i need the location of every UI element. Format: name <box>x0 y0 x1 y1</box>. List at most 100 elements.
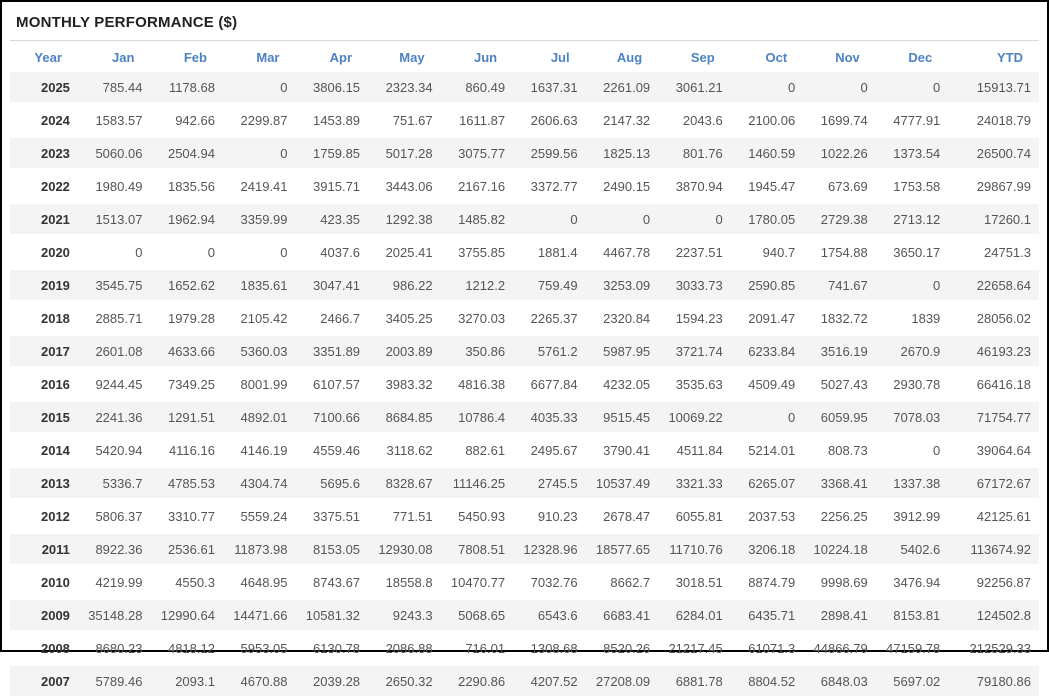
month-value-cell: 759.49 <box>513 268 586 303</box>
column-header-jul[interactable]: Jul <box>550 50 570 65</box>
month-value-cell: 8662.7 <box>585 565 659 600</box>
month-value-cell: 2590.85 <box>730 268 804 303</box>
year-cell: 2015 <box>10 400 78 435</box>
month-value-cell: 716.01 <box>440 631 514 666</box>
year-cell: 2011 <box>10 532 78 567</box>
table-row-2015: 2015 2241.36 1291.51 4892.01 7100.66 8684.85 1… <box>10 400 1039 435</box>
month-value-cell: 910.23 <box>513 499 586 534</box>
column-header-mar[interactable]: Mar <box>256 50 280 65</box>
month-value-cell: 1611.87 <box>440 103 514 138</box>
column-header-apr[interactable]: Apr <box>329 50 353 65</box>
month-value-cell: 8680.23 <box>77 631 151 666</box>
month-value-cell: 2745.5 <box>513 466 586 501</box>
month-value-cell: 3870.94 <box>658 169 731 204</box>
table-row-2007: 2007 5789.46 2093.1 4670.88 2039.28 2650.32 22… <box>10 664 1039 699</box>
month-value-cell: 3476.94 <box>875 565 949 600</box>
month-value-cell: 3033.73 <box>658 268 731 303</box>
month-value-cell: 5695.6 <box>295 466 369 501</box>
month-value-cell: 2147.32 <box>585 103 659 138</box>
month-value-cell: 1652.62 <box>150 268 223 303</box>
month-value-cell: 14471.66 <box>222 598 296 633</box>
month-value-cell: 8743.67 <box>295 565 369 600</box>
month-value-cell: 1291.51 <box>150 400 223 435</box>
month-value-cell: 6130.78 <box>295 631 369 666</box>
month-value-cell: 1835.61 <box>222 268 296 303</box>
month-value-cell: 1839 <box>875 301 949 336</box>
column-header-jun[interactable]: Jun <box>473 50 498 65</box>
ytd-cell: 92256.87 <box>948 565 1039 600</box>
month-value-cell: 9244.45 <box>77 367 151 402</box>
year-cell: 2021 <box>10 202 78 237</box>
header-row: Year Jan Feb Mar Apr May Jun Jul Aug Sep Oct Nov Dec… <box>10 41 1039 72</box>
column-header-dec[interactable]: Dec <box>908 50 933 65</box>
column-header-feb[interactable]: Feb <box>183 50 207 65</box>
month-value-cell: 2093.1 <box>150 664 223 699</box>
column-header-aug[interactable]: Aug <box>616 50 643 65</box>
month-value-cell: 1881.4 <box>513 235 586 270</box>
month-value-cell: 5336.7 <box>77 466 151 501</box>
month-value-cell: 9243.3 <box>368 598 441 633</box>
month-value-cell: 3650.17 <box>875 235 949 270</box>
column-header-jan[interactable]: Jan <box>112 50 135 65</box>
month-value-cell: 11146.25 <box>440 466 514 501</box>
month-value-cell: 1460.59 <box>730 136 804 171</box>
ytd-cell: 113674.92 <box>948 532 1039 567</box>
month-value-cell: 2670.9 <box>875 334 949 369</box>
month-value-cell: 1637.31 <box>513 72 586 105</box>
month-value-cell: 3790.41 <box>585 433 659 468</box>
month-value-cell: 0 <box>803 72 876 105</box>
month-value-cell: 9998.69 <box>803 565 876 600</box>
month-value-cell: 2320.84 <box>585 301 659 336</box>
month-value-cell: 3351.89 <box>295 334 369 369</box>
month-value-cell: 11873.98 <box>222 532 296 567</box>
table-row-2017: 2017 2601.08 4633.66 5360.03 3351.89 2003.89 3… <box>10 334 1039 369</box>
month-value-cell: 0 <box>150 235 223 270</box>
year-cell: 2019 <box>10 268 78 303</box>
month-value-cell: 7349.25 <box>150 367 223 402</box>
month-value-cell: 5806.37 <box>77 499 151 534</box>
month-value-cell: 1980.49 <box>77 169 151 204</box>
month-value-cell: 3535.63 <box>658 367 731 402</box>
month-value-cell: 1594.23 <box>658 301 731 336</box>
month-value-cell: 0 <box>77 235 151 270</box>
month-value-cell: 6059.95 <box>803 400 876 435</box>
month-value-cell: 771.51 <box>368 499 441 534</box>
year-cell: 2022 <box>10 169 78 204</box>
month-value-cell: 10224.18 <box>803 532 876 567</box>
month-value-cell: 2299.87 <box>222 103 296 138</box>
column-header-oct[interactable]: Oct <box>765 50 788 65</box>
month-value-cell: 785.44 <box>77 72 151 105</box>
ytd-cell: 15913.71 <box>948 72 1039 105</box>
year-cell: 2007 <box>10 664 78 699</box>
month-value-cell: 6284.01 <box>658 598 731 633</box>
month-value-cell: 5789.46 <box>77 664 151 699</box>
column-header-ytd[interactable]: YTD <box>997 50 1023 65</box>
month-value-cell: 6543.6 <box>513 598 586 633</box>
month-value-cell: 2043.6 <box>658 103 731 138</box>
month-value-cell: 1759.85 <box>295 136 369 171</box>
month-value-cell: 4146.19 <box>222 433 296 468</box>
month-value-cell: 6848.03 <box>803 664 876 699</box>
month-value-cell: 2261.09 <box>585 72 659 105</box>
table-row-2014: 2014 5420.94 4116.16 4146.19 4559.46 3118.62 8… <box>10 433 1039 468</box>
month-value-cell: 9515.45 <box>585 400 659 435</box>
month-value-cell: 5953.05 <box>222 631 296 666</box>
column-header-year[interactable]: Year <box>34 50 62 65</box>
month-value-cell: 5068.65 <box>440 598 514 633</box>
month-value-cell: 18558.8 <box>368 565 441 600</box>
month-value-cell: 4818.12 <box>150 631 223 666</box>
year-cell: 2008 <box>10 631 78 666</box>
column-header-nov[interactable]: Nov <box>835 50 860 65</box>
month-value-cell: 4559.46 <box>295 433 369 468</box>
month-value-cell: 2606.63 <box>513 103 586 138</box>
month-value-cell: 47159.78 <box>875 631 949 666</box>
month-value-cell: 7078.03 <box>875 400 949 435</box>
column-header-sep[interactable]: Sep <box>690 50 715 65</box>
month-value-cell: 6107.57 <box>295 367 369 402</box>
month-value-cell: 2466.7 <box>295 301 369 336</box>
month-value-cell: 4467.78 <box>585 235 659 270</box>
month-value-cell: 1513.07 <box>77 202 151 237</box>
month-value-cell: 2885.71 <box>77 301 151 336</box>
month-value-cell: 2003.89 <box>368 334 441 369</box>
column-header-may[interactable]: May <box>399 50 425 65</box>
